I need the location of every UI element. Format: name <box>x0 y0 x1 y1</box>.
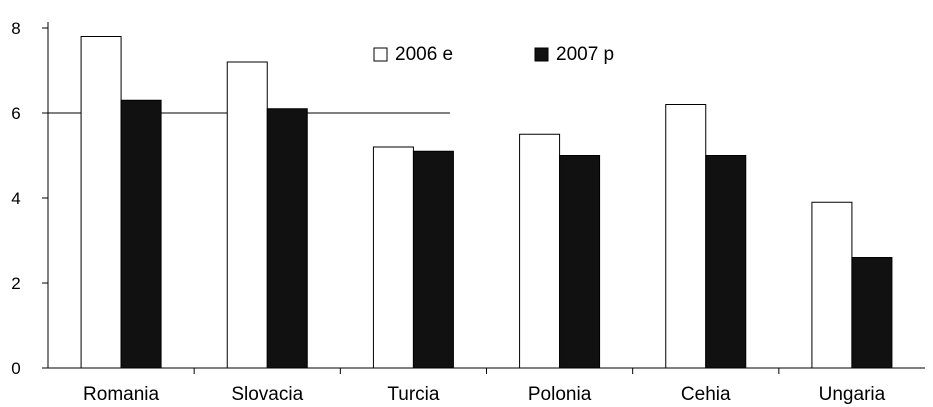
category-label: Turcia <box>387 384 440 405</box>
y-tick-label: 2 <box>11 274 20 293</box>
bar-2007-p-polonia <box>559 155 601 369</box>
bar-2007-p-cehia <box>705 155 747 369</box>
bar-2007-p-ungaria <box>851 257 893 369</box>
bar-2006-e-romania <box>80 36 122 369</box>
category-label: Cehia <box>681 384 731 405</box>
legend-label: 2006 e <box>395 44 453 65</box>
y-tick-label: 4 <box>11 189 20 208</box>
chart-axes <box>42 22 925 374</box>
y-tick-label: 0 <box>11 359 20 378</box>
bars-group <box>80 36 893 369</box>
bar-2006-e-slovacia <box>226 61 268 369</box>
category-label: Ungaria <box>819 384 886 405</box>
y-tick-labels: 0 2 4 6 8 <box>11 19 20 378</box>
bar-2007-p-romania <box>120 99 162 369</box>
bar-2006-e-turcia <box>372 146 414 369</box>
legend-swatch <box>534 47 549 62</box>
bar-2007-p-turcia <box>412 150 454 369</box>
y-tick-label: 8 <box>11 19 20 38</box>
category-label: Polonia <box>528 384 592 405</box>
y-tick-label: 6 <box>11 104 20 123</box>
category-labels: Romania Slovacia Turcia Polonia Cehia Ungaria <box>83 384 886 405</box>
category-label: Romania <box>83 384 159 405</box>
legend-label: 2007 p <box>556 44 614 65</box>
category-label: Slovacia <box>231 384 303 405</box>
bar-2006-e-cehia <box>665 104 707 369</box>
bar-2006-e-polonia <box>519 133 561 369</box>
legend: 2006 e 2007 p <box>373 44 614 65</box>
bar-2006-e-ungaria <box>811 201 853 369</box>
legend-swatch <box>373 47 388 62</box>
bar-2007-p-slovacia <box>266 108 308 369</box>
